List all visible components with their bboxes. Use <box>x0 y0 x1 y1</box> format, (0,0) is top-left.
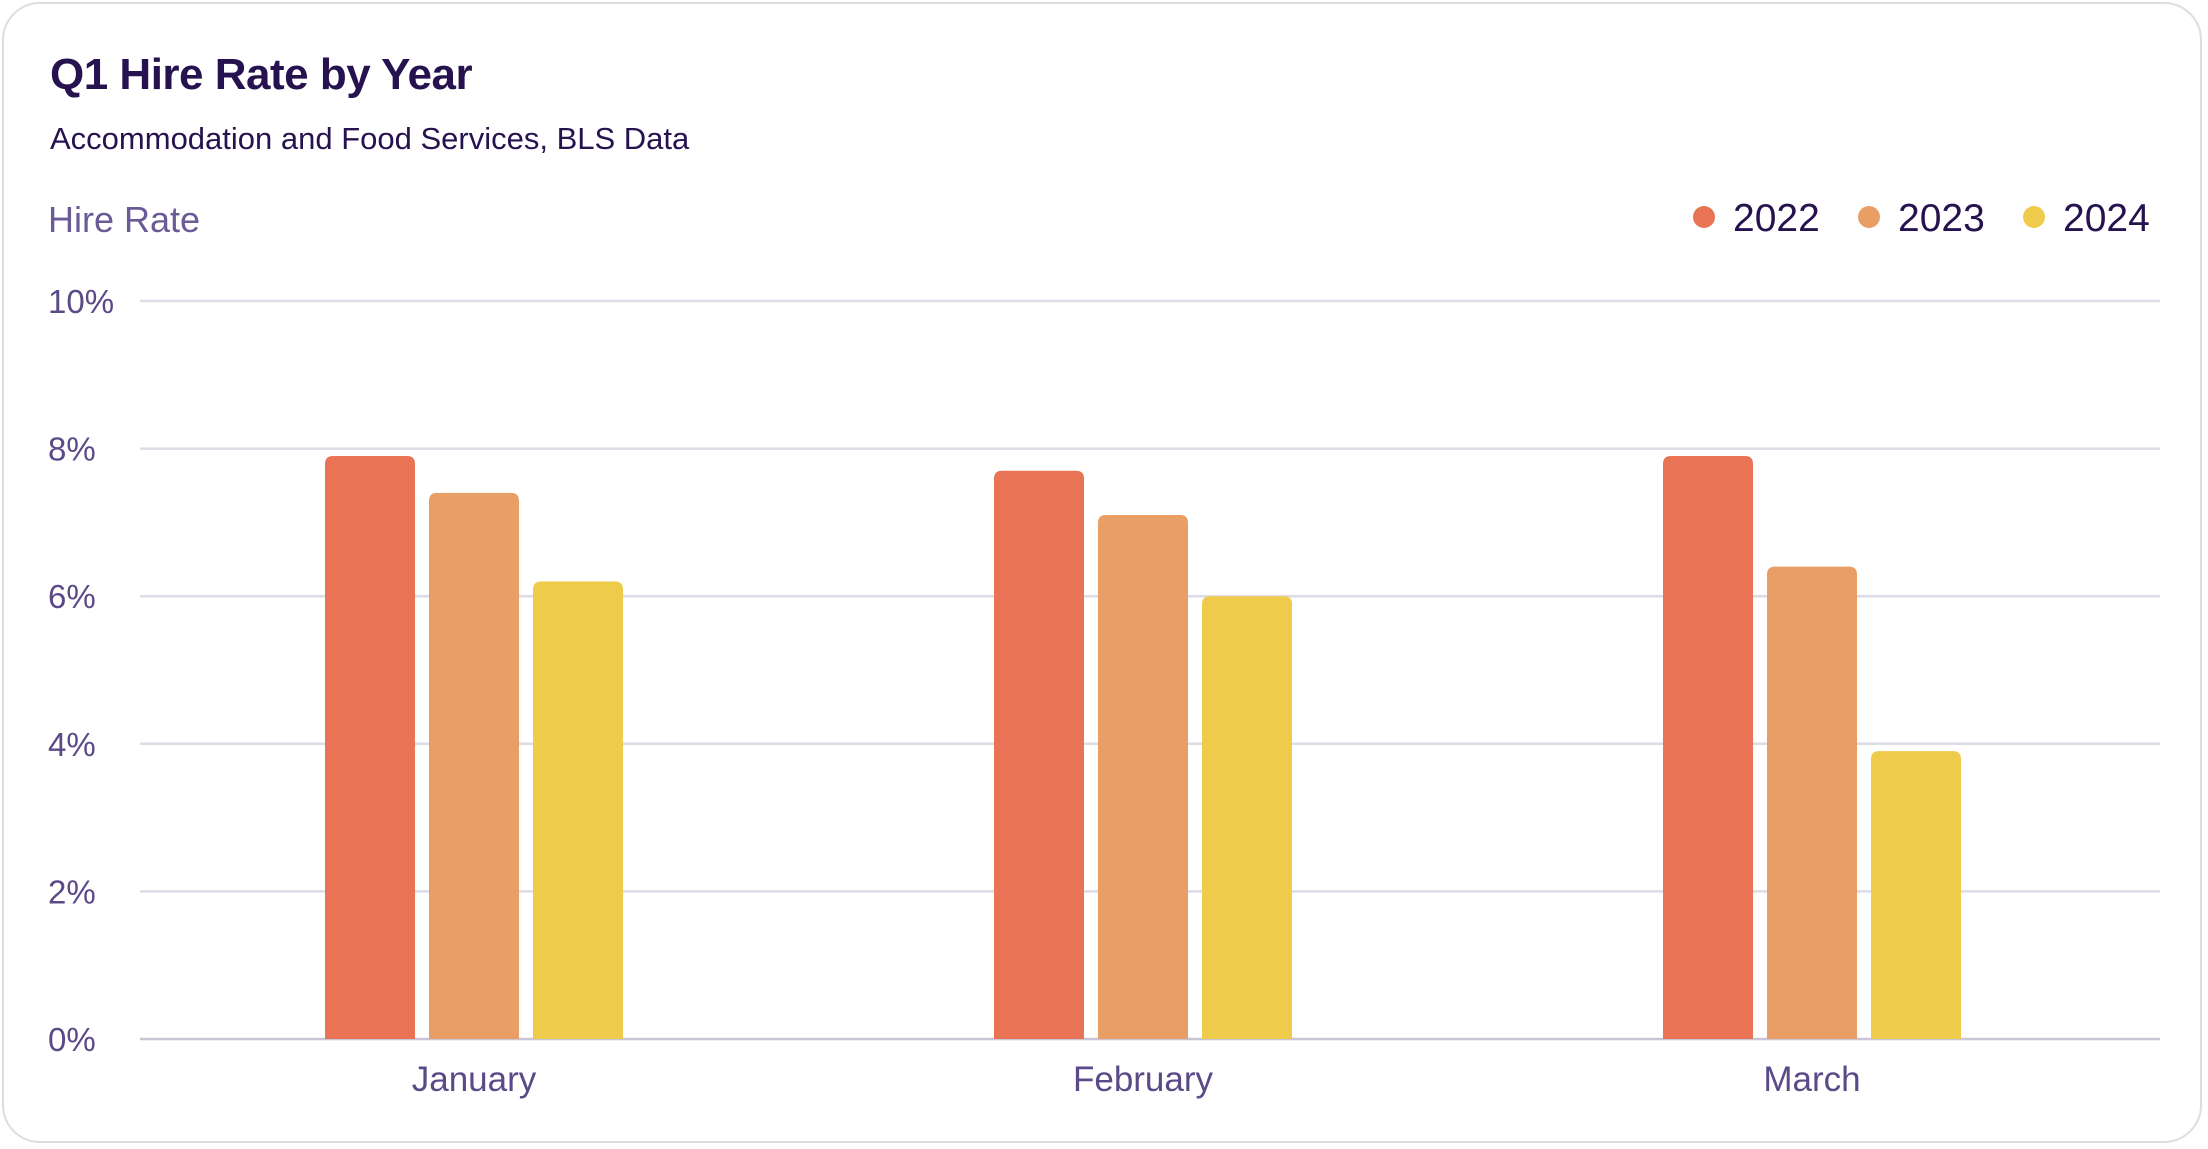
y-tick-label: 4% <box>48 726 96 763</box>
bar-march-2024 <box>1871 751 1961 1039</box>
bar-january-2022 <box>325 455 415 1040</box>
legend-label: 2022 <box>1733 197 1820 240</box>
legend: 2022 2023 2024 <box>1693 197 2150 240</box>
y-axis-title: Hire Rate <box>48 199 200 240</box>
bar-february-2022 <box>994 470 1084 1039</box>
y-tick-label: 6% <box>48 578 96 615</box>
legend-swatch <box>2023 206 2045 228</box>
chart-title: Q1 Hire Rate by Year <box>50 50 473 99</box>
y-tick-label: 10% <box>48 283 114 320</box>
bar-february-2024 <box>1202 596 1292 1039</box>
bar-march-2022 <box>1663 455 1753 1040</box>
bars <box>325 455 1961 1040</box>
bar-january-2024 <box>533 581 623 1039</box>
bar-january-2023 <box>429 492 519 1039</box>
bar-february-2023 <box>1098 515 1188 1039</box>
y-tick-label: 8% <box>48 431 96 468</box>
y-tick-label: 2% <box>48 873 96 910</box>
legend-swatch <box>1858 206 1880 228</box>
x-tick-label: March <box>1763 1060 1860 1099</box>
legend-label: 2024 <box>2063 197 2150 240</box>
x-tick-label: February <box>1073 1060 1214 1099</box>
legend-label: 2023 <box>1898 197 1985 240</box>
legend-swatch <box>1693 206 1715 228</box>
x-tick-label: January <box>412 1060 537 1099</box>
axes: Hire Rate 0% 2% 4% 6% 8% 10% January February Mar… <box>48 199 1861 1099</box>
bar-march-2023 <box>1767 566 1857 1039</box>
chart-subtitle: Accommodation and Food Services, BLS Dat… <box>50 121 690 156</box>
y-tick-label: 0% <box>48 1021 96 1058</box>
